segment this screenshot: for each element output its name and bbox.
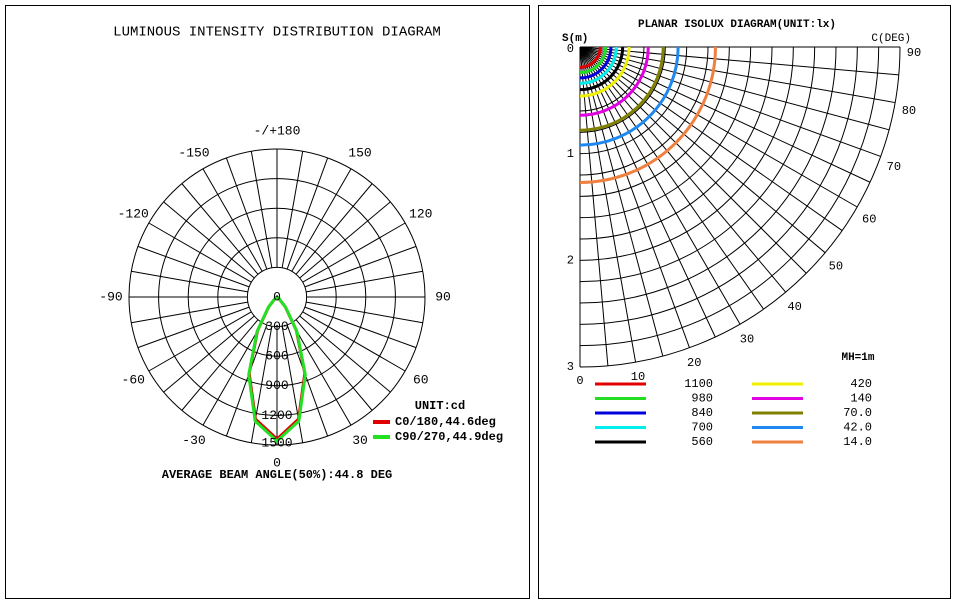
y-tick-label: 1 [567, 147, 574, 161]
legend-label: C90/270,44.9deg [395, 430, 503, 444]
angle-grid-line [579, 46, 741, 325]
angle-tick-label: 0 [273, 455, 281, 470]
minor-grid-line [579, 46, 764, 310]
legend-label: 700 [691, 421, 713, 435]
angle-grid-line [579, 46, 690, 348]
isolux-contour [579, 46, 618, 85]
radial-tick-label: 1500 [261, 435, 292, 450]
angle-tick-label: 10 [631, 370, 645, 384]
radial-grid-circle [246, 266, 308, 328]
radial-tick-label: 900 [265, 378, 288, 393]
radial-tick-label: 1200 [261, 408, 292, 423]
angle-tick-label: 60 [413, 372, 429, 387]
minor-grid-line [579, 46, 716, 338]
angle-tick-label: 0 [576, 374, 583, 388]
minor-grid-line [579, 46, 871, 183]
minor-grid-line [579, 46, 899, 76]
angle-tick-label: 30 [352, 433, 368, 448]
legend-label: 14.0 [843, 435, 872, 449]
angle-tick-label: 90 [907, 46, 921, 60]
angle-tick-label: 150 [348, 146, 371, 161]
minor-grid-line [579, 46, 609, 366]
intensity-curve [247, 295, 307, 444]
angle-tick-label: 120 [409, 206, 432, 221]
radial-grid-circle [128, 148, 426, 446]
minor-grid-line [579, 46, 843, 231]
y-tick-label: 3 [567, 360, 574, 374]
radial-tick-label: 0 [273, 289, 281, 304]
radial-tick-label: 600 [265, 349, 288, 364]
isolux-contour [579, 46, 602, 69]
chart-title: LUMINOUS INTENSITY DISTRIBUTION DIAGRAM [113, 25, 441, 41]
beam-angle-note: AVERAGE BEAM ANGLE(50%):44.8 DEG [162, 468, 392, 482]
angle-tick-label: -30 [182, 433, 205, 448]
angle-tick-label: 50 [829, 259, 843, 273]
legend-label: 140 [850, 392, 872, 406]
angle-grid-line [579, 46, 787, 293]
radial-grid-circle [187, 207, 367, 387]
angle-tick-label: -120 [118, 206, 149, 221]
mounting-height-note: MH=1m [841, 352, 874, 364]
legend-label: 70.0 [843, 406, 872, 420]
isolux-contour [579, 46, 608, 75]
x-axis-label: C(DEG) [871, 33, 911, 45]
angle-tick-label: 60 [862, 212, 876, 226]
angle-tick-label: -90 [99, 289, 122, 304]
legend-label: 840 [691, 406, 713, 420]
radial-tick-label: 300 [265, 319, 288, 334]
angle-tick-label: -150 [178, 146, 209, 161]
legend-label: 980 [691, 392, 713, 406]
unit-label: UNIT:cd [415, 399, 465, 413]
isolux-contour [579, 46, 625, 92]
angle-grid-line [579, 46, 637, 363]
isolux-contour [579, 46, 665, 132]
angle-tick-label: -60 [122, 372, 145, 387]
isolux-contour [579, 46, 680, 147]
angle-tick-label: 70 [887, 160, 901, 174]
legend-label: 42.0 [843, 421, 872, 435]
left-panel [5, 5, 530, 599]
angle-grid-line [579, 46, 896, 104]
y-tick-label: 2 [567, 254, 574, 268]
angle-tick-label: 40 [787, 300, 801, 314]
minor-grid-line [579, 46, 664, 357]
minor-grid-line [579, 46, 890, 131]
angle-tick-label: -/+180 [254, 123, 301, 138]
angle-tick-label: 90 [435, 289, 451, 304]
legend-label: 1100 [684, 377, 713, 391]
angle-grid-line [579, 46, 826, 254]
minor-grid-line [579, 46, 807, 274]
isolux-contour [579, 46, 650, 117]
isolux-contour [579, 46, 717, 184]
angle-grid-line [579, 46, 858, 208]
radial-grid-circle [217, 237, 337, 357]
isolux-contour [579, 46, 631, 98]
angle-grid-line [579, 46, 881, 157]
angle-tick-label: 30 [740, 332, 754, 346]
legend-label: 420 [850, 377, 872, 391]
legend-label: C0/180,44.6deg [395, 415, 496, 429]
y-tick-label: 0 [567, 42, 574, 56]
isolux-contour [579, 46, 613, 80]
legend-label: 560 [691, 435, 713, 449]
radial-grid-circle [158, 178, 396, 416]
chart-title: PLANAR ISOLUX DIAGRAM(UNIT:lx) [638, 19, 836, 31]
angle-tick-label: 80 [902, 104, 916, 118]
y-axis-label: S(m) [562, 33, 588, 45]
angle-tick-label: 20 [687, 356, 701, 370]
